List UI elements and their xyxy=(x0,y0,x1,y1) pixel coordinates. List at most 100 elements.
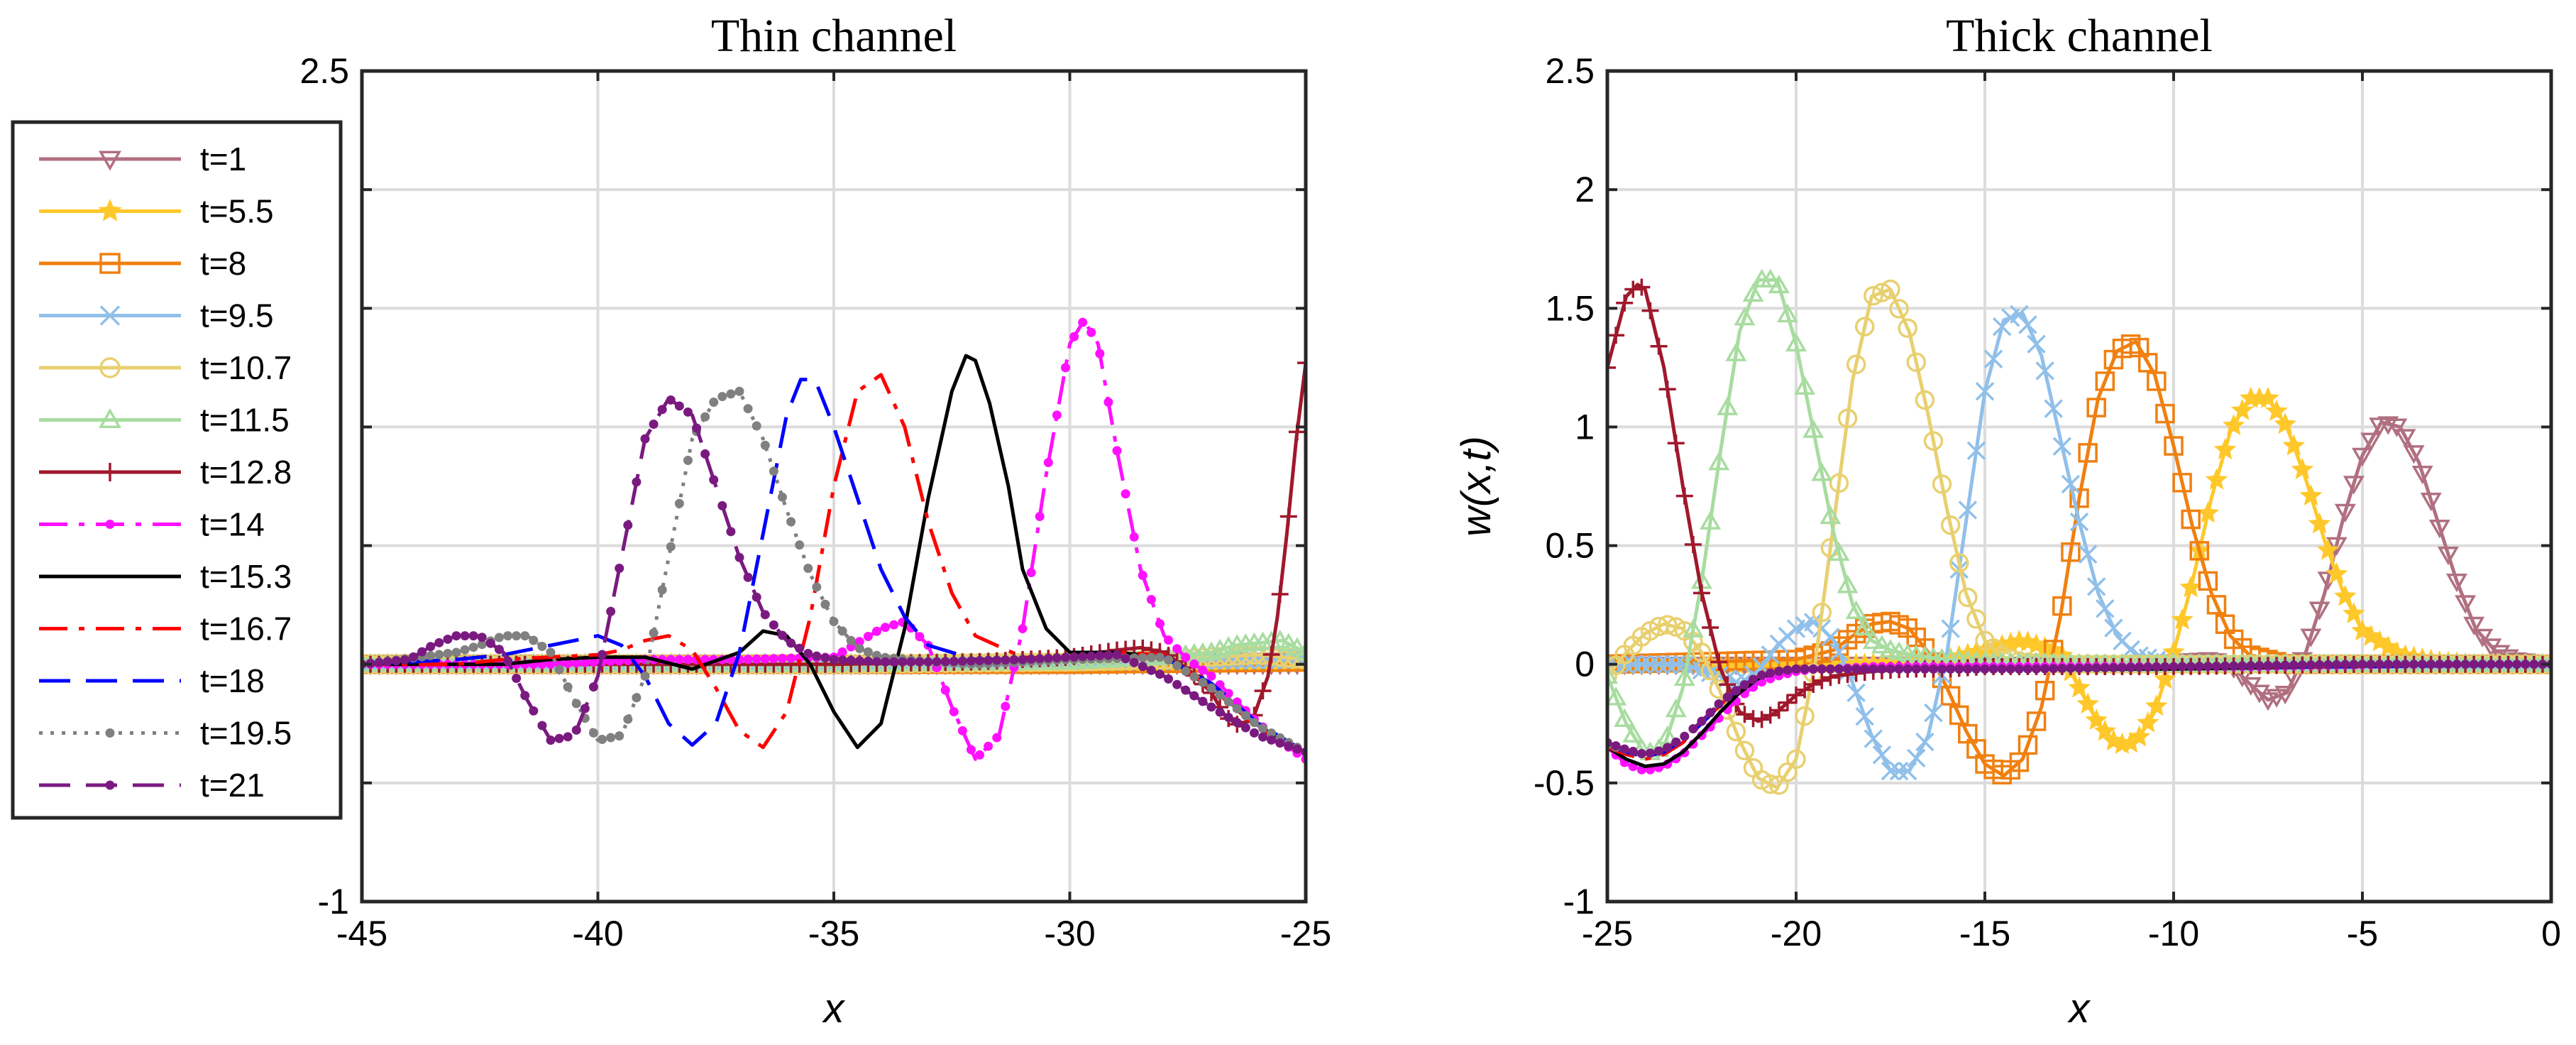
series-t-21-marker xyxy=(2074,663,2084,673)
series-t-21-marker xyxy=(2126,662,2136,672)
series-t-21-marker xyxy=(1834,664,1844,674)
series-t-8-marker xyxy=(2052,596,2072,616)
series-t-21-marker xyxy=(1095,651,1105,661)
series-t-9-5-marker xyxy=(1881,761,1900,781)
series-t-21-marker xyxy=(854,656,864,666)
series-t-9-5-marker xyxy=(1864,729,1883,748)
series-t-21-marker xyxy=(1722,692,1732,702)
series-t-19-5-marker xyxy=(837,626,847,636)
series-t-10-7-marker xyxy=(1734,740,1755,761)
series-t-11-5-marker xyxy=(1607,664,1619,684)
series-t-21-marker xyxy=(1138,662,1147,672)
series-t-21-marker xyxy=(1749,674,1758,684)
series-t-10-7-marker xyxy=(1932,474,1952,494)
series-t-21-marker xyxy=(451,631,461,641)
series-t-21-marker xyxy=(1112,650,1122,660)
series-t-9-5-marker xyxy=(1975,382,1995,401)
series-t-19-5-marker xyxy=(769,466,778,476)
series-t-21-marker xyxy=(1988,664,1998,674)
x-tick-label: -10 xyxy=(2148,914,2199,953)
series-t-8-marker xyxy=(2172,473,2192,493)
series-t-9-5-marker xyxy=(2018,315,2037,334)
series-t-14-marker xyxy=(1129,532,1139,542)
series-t-21-marker xyxy=(2186,662,2196,672)
series-t-9-5-marker xyxy=(1649,655,1668,674)
series-t-8-marker xyxy=(1898,618,1917,638)
series-t-21-marker xyxy=(1946,664,1956,674)
series-t-19-5-marker xyxy=(657,585,667,595)
series-t-21-marker xyxy=(1774,666,1784,676)
series-t-9-5-marker xyxy=(1821,628,1840,647)
series-t-21-marker xyxy=(2091,663,2101,673)
series-t-19-5-marker xyxy=(588,728,598,738)
series-t-19-5-marker xyxy=(1155,652,1165,662)
series-t-21-marker xyxy=(2246,661,2256,671)
series-t-21-marker xyxy=(640,434,650,444)
series-t-21-marker xyxy=(984,655,993,665)
series-t-14-marker xyxy=(940,685,950,695)
series-t-5-5-marker xyxy=(2282,434,2306,456)
series-t-21-marker xyxy=(1739,680,1749,690)
series-t-19-5-marker xyxy=(512,631,522,641)
series-t-21-marker xyxy=(2477,660,2487,669)
plot-area xyxy=(1607,71,2551,902)
series-t-10-7-marker xyxy=(1923,431,1944,451)
series-t-19-5-marker xyxy=(546,647,556,657)
series-t-21-marker xyxy=(2117,662,2127,672)
series-t-10-7-marker xyxy=(1786,749,1806,770)
series-t-9-5-marker xyxy=(1983,349,2003,368)
series-t-8-marker xyxy=(1966,739,1986,759)
series-t-21-marker xyxy=(512,673,522,683)
series-t-21-marker xyxy=(1078,652,1088,662)
series-t-21-marker xyxy=(2280,660,2290,670)
series-t-9-5-marker xyxy=(2086,577,2106,596)
series-t-21-marker xyxy=(2400,660,2410,669)
series-t-21-marker xyxy=(546,735,556,745)
series-t-9-5-marker xyxy=(1872,745,1892,765)
series-t-21-marker xyxy=(1783,665,1793,675)
series-t-5-5-marker xyxy=(2299,484,2323,506)
series-t-21-marker xyxy=(1275,738,1285,748)
series-t-14-marker xyxy=(1078,317,1088,327)
series-t-21-marker xyxy=(1808,664,1818,674)
series-t-8-marker xyxy=(1837,630,1858,650)
series-t-10-7-marker xyxy=(1607,666,1617,686)
series-t-9-5-marker xyxy=(2061,474,2081,494)
legend-label: t=12.8 xyxy=(200,454,292,491)
legend-label: t=16.7 xyxy=(200,611,292,647)
series-t-10-7-marker xyxy=(1726,721,1746,742)
x-tick-label: -20 xyxy=(1771,914,1822,953)
series-t-19-5-marker xyxy=(820,599,830,609)
series-t-21-marker xyxy=(426,642,436,652)
series-t-1-marker xyxy=(2334,503,2356,523)
series-t-21-marker xyxy=(2194,662,2204,672)
series-t-10-7-marker xyxy=(1854,317,1875,337)
legend-label: t=9.5 xyxy=(200,297,274,334)
series-t-11-5-marker xyxy=(1607,686,1627,706)
series-t-19-5-marker xyxy=(468,642,478,652)
series-t-21-marker xyxy=(1705,708,1715,718)
series-t-21-marker xyxy=(1001,655,1011,665)
series-t-21-marker xyxy=(2443,660,2453,669)
series-t-19-5-marker xyxy=(803,563,813,573)
series-t-10-7-marker xyxy=(1795,706,1815,726)
series-t-14-marker xyxy=(984,741,993,751)
series-t-12-8-marker xyxy=(1693,584,1710,602)
series-t-14-marker xyxy=(752,654,761,664)
series-t-14-marker xyxy=(1103,397,1113,407)
legend-item-t-9-5: t=9.5 xyxy=(39,297,274,334)
series-t-21-marker xyxy=(666,395,676,405)
series-t-11-5-marker xyxy=(1828,542,1850,561)
series-t-21-marker xyxy=(820,653,830,663)
series-t-21-marker xyxy=(1052,653,1062,663)
series-t-19-5-marker xyxy=(700,412,710,422)
series-t-21-marker xyxy=(2143,662,2153,672)
series-t-21-marker xyxy=(434,638,444,647)
legend-item-t-1: t=1 xyxy=(39,141,246,177)
series-t-21-marker xyxy=(2460,660,2470,669)
series-t-5-5-marker xyxy=(2068,676,2091,698)
x-tick-label: -15 xyxy=(1959,914,2010,953)
series-t-21-marker xyxy=(1146,665,1156,675)
series-t-19-5-marker xyxy=(443,649,453,659)
series-t-21-marker xyxy=(786,638,796,648)
